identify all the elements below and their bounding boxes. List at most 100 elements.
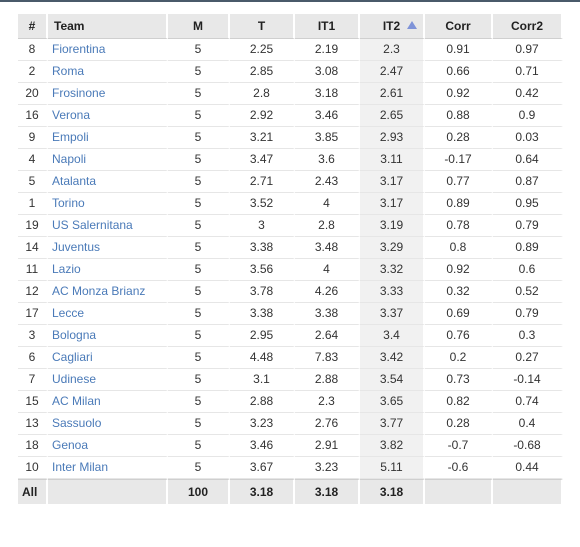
cell-corr: 0.28 (425, 127, 493, 149)
table-row: 13 Sassuolo 5 3.23 2.76 3.77 0.28 0.4 (18, 413, 563, 435)
column-header-t[interactable]: T (230, 14, 295, 39)
totals-team (48, 479, 168, 504)
team-link[interactable]: Fiorentina (52, 42, 106, 56)
cell-t: 3.78 (230, 281, 295, 303)
cell-t: 2.71 (230, 171, 295, 193)
column-header-corr2[interactable]: Corr2 (493, 14, 563, 39)
cell-corr: 0.73 (425, 369, 493, 391)
team-link[interactable]: US Salernitana (52, 218, 133, 232)
cell-t: 3.38 (230, 237, 295, 259)
cell-it1: 3.18 (295, 83, 360, 105)
column-header-team[interactable]: Team (48, 14, 168, 39)
team-link[interactable]: Verona (52, 108, 91, 122)
cell-it1: 2.3 (295, 391, 360, 413)
column-header-it2[interactable]: IT2 (360, 14, 425, 39)
table-row: 7 Udinese 5 3.1 2.88 3.54 0.73 -0.14 (18, 369, 563, 391)
column-header-rank[interactable]: # (18, 14, 48, 39)
column-header-corr[interactable]: Corr (425, 14, 493, 39)
cell-it1: 3.46 (295, 105, 360, 127)
cell-it2: 3.17 (360, 193, 425, 215)
cell-it1: 4.26 (295, 281, 360, 303)
cell-t: 3.1 (230, 369, 295, 391)
team-link[interactable]: Genoa (52, 438, 89, 452)
cell-m: 5 (168, 105, 230, 127)
team-link[interactable]: Torino (52, 196, 85, 210)
cell-it1: 3.08 (295, 61, 360, 83)
cell-it2: 2.47 (360, 61, 425, 83)
team-link[interactable]: AC Milan (52, 394, 101, 408)
cell-rank: 14 (18, 237, 48, 259)
cell-corr2: 0.71 (493, 61, 563, 83)
team-link[interactable]: AC Monza Brianz (52, 284, 146, 298)
table-row: 5 Atalanta 5 2.71 2.43 3.17 0.77 0.87 (18, 171, 563, 193)
cell-corr2: 0.42 (493, 83, 563, 105)
cell-team: Lecce (48, 303, 168, 325)
cell-team: Lazio (48, 259, 168, 281)
cell-m: 5 (168, 303, 230, 325)
cell-rank: 13 (18, 413, 48, 435)
team-link[interactable]: Lazio (52, 262, 81, 276)
cell-corr2: 0.97 (493, 39, 563, 61)
cell-corr: 0.92 (425, 259, 493, 281)
cell-team: Fiorentina (48, 39, 168, 61)
team-link[interactable]: Sassuolo (52, 416, 102, 430)
cell-corr2: 0.6 (493, 259, 563, 281)
cell-it2: 2.65 (360, 105, 425, 127)
cell-rank: 5 (18, 171, 48, 193)
cell-corr: 0.78 (425, 215, 493, 237)
cell-corr: -0.17 (425, 149, 493, 171)
team-link[interactable]: Empoli (52, 130, 89, 144)
cell-t: 2.95 (230, 325, 295, 347)
cell-team: Inter Milan (48, 457, 168, 479)
sort-ascending-icon[interactable] (407, 21, 417, 29)
cell-t: 4.48 (230, 347, 295, 369)
cell-corr: 0.89 (425, 193, 493, 215)
cell-t: 3.52 (230, 193, 295, 215)
team-link[interactable]: Lecce (52, 306, 85, 320)
cell-it2: 2.61 (360, 83, 425, 105)
cell-corr2: 0.3 (493, 325, 563, 347)
cell-m: 5 (168, 325, 230, 347)
cell-it2: 3.29 (360, 237, 425, 259)
cell-it2: 3.82 (360, 435, 425, 457)
cell-t: 3.67 (230, 457, 295, 479)
cell-it2: 2.3 (360, 39, 425, 61)
team-link[interactable]: Napoli (52, 152, 87, 166)
totals-it1: 3.18 (295, 479, 360, 504)
team-link[interactable]: Inter Milan (52, 460, 109, 474)
table-row: 8 Fiorentina 5 2.25 2.19 2.3 0.91 0.97 (18, 39, 563, 61)
cell-rank: 9 (18, 127, 48, 149)
table-row: 20 Frosinone 5 2.8 3.18 2.61 0.92 0.42 (18, 83, 563, 105)
cell-corr: 0.66 (425, 61, 493, 83)
cell-it2: 3.42 (360, 347, 425, 369)
cell-corr2: 0.44 (493, 457, 563, 479)
cell-corr: -0.7 (425, 435, 493, 457)
cell-t: 3.21 (230, 127, 295, 149)
cell-corr: 0.32 (425, 281, 493, 303)
cell-it1: 2.43 (295, 171, 360, 193)
column-header-m[interactable]: M (168, 14, 230, 39)
team-link[interactable]: Bologna (52, 328, 97, 342)
table-row: 1 Torino 5 3.52 4 3.17 0.89 0.95 (18, 193, 563, 215)
cell-t: 3.46 (230, 435, 295, 457)
team-link[interactable]: Cagliari (52, 350, 93, 364)
totals-m: 100 (168, 479, 230, 504)
cell-m: 5 (168, 237, 230, 259)
column-header-it1[interactable]: IT1 (295, 14, 360, 39)
team-link[interactable]: Atalanta (52, 174, 97, 188)
cell-rank: 10 (18, 457, 48, 479)
team-link[interactable]: Frosinone (52, 86, 106, 100)
cell-it1: 3.23 (295, 457, 360, 479)
cell-team: Roma (48, 61, 168, 83)
cell-team: Napoli (48, 149, 168, 171)
team-link[interactable]: Roma (52, 64, 85, 78)
cell-m: 5 (168, 435, 230, 457)
cell-corr2: 0.27 (493, 347, 563, 369)
cell-m: 5 (168, 369, 230, 391)
cell-it2: 3.77 (360, 413, 425, 435)
cell-corr: 0.76 (425, 325, 493, 347)
cell-corr2: -0.68 (493, 435, 563, 457)
team-link[interactable]: Juventus (52, 240, 101, 254)
cell-team: Sassuolo (48, 413, 168, 435)
team-link[interactable]: Udinese (52, 372, 97, 386)
